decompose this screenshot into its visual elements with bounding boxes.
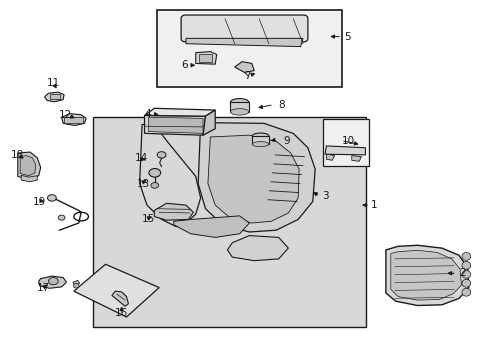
Bar: [322, 119, 368, 166]
Bar: [157, 10, 341, 87]
Text: 8: 8: [278, 100, 285, 110]
Polygon shape: [326, 154, 334, 160]
Circle shape: [149, 168, 160, 177]
Polygon shape: [325, 146, 365, 155]
Text: 19: 19: [32, 197, 45, 207]
Circle shape: [47, 195, 56, 201]
Bar: [230, 102, 248, 112]
Ellipse shape: [461, 261, 470, 269]
Polygon shape: [144, 116, 205, 135]
Bar: [50, 94, 60, 99]
Circle shape: [151, 183, 158, 188]
Ellipse shape: [230, 99, 248, 106]
Text: 15: 15: [142, 215, 155, 224]
Polygon shape: [351, 156, 361, 161]
Polygon shape: [112, 291, 128, 306]
Bar: [93, 117, 366, 327]
Polygon shape: [207, 135, 299, 223]
Text: 17: 17: [37, 283, 50, 293]
Polygon shape: [21, 175, 37, 182]
Polygon shape: [74, 264, 159, 317]
Polygon shape: [20, 156, 36, 176]
Circle shape: [48, 278, 58, 285]
Polygon shape: [61, 114, 86, 126]
Ellipse shape: [461, 270, 470, 278]
Polygon shape: [44, 92, 64, 102]
Text: 11: 11: [47, 78, 60, 88]
Polygon shape: [195, 51, 216, 64]
Ellipse shape: [461, 252, 470, 260]
Ellipse shape: [461, 279, 470, 287]
Text: 5: 5: [344, 32, 350, 41]
Text: 13: 13: [137, 179, 150, 189]
Text: 16: 16: [115, 308, 128, 318]
Polygon shape: [140, 125, 200, 226]
Text: 6: 6: [181, 60, 187, 70]
Polygon shape: [39, 276, 66, 288]
Polygon shape: [154, 203, 193, 220]
Polygon shape: [185, 39, 303, 46]
Polygon shape: [18, 152, 41, 179]
Bar: [198, 54, 212, 62]
Text: 7: 7: [244, 71, 251, 81]
Polygon shape: [227, 235, 288, 261]
Circle shape: [157, 152, 165, 158]
Text: 1: 1: [370, 200, 377, 210]
Ellipse shape: [252, 133, 268, 139]
Text: 18: 18: [10, 150, 23, 160]
Circle shape: [73, 284, 79, 288]
Polygon shape: [173, 216, 249, 237]
Text: 12: 12: [59, 111, 72, 121]
Polygon shape: [198, 123, 315, 232]
Polygon shape: [73, 280, 80, 285]
Bar: [64, 117, 82, 123]
Polygon shape: [148, 117, 203, 134]
Polygon shape: [144, 108, 215, 116]
Ellipse shape: [230, 109, 248, 115]
Text: 2: 2: [458, 268, 465, 278]
Polygon shape: [234, 62, 254, 72]
Ellipse shape: [461, 288, 470, 296]
Polygon shape: [385, 245, 468, 306]
FancyBboxPatch shape: [181, 15, 307, 42]
Text: 4: 4: [144, 109, 151, 119]
Ellipse shape: [252, 141, 268, 147]
Bar: [252, 136, 268, 144]
Text: 9: 9: [283, 136, 289, 145]
Text: 10: 10: [341, 136, 354, 145]
Text: 14: 14: [135, 153, 148, 163]
Polygon shape: [390, 250, 461, 300]
Circle shape: [58, 215, 65, 220]
Polygon shape: [203, 110, 215, 135]
Text: 3: 3: [322, 191, 328, 201]
